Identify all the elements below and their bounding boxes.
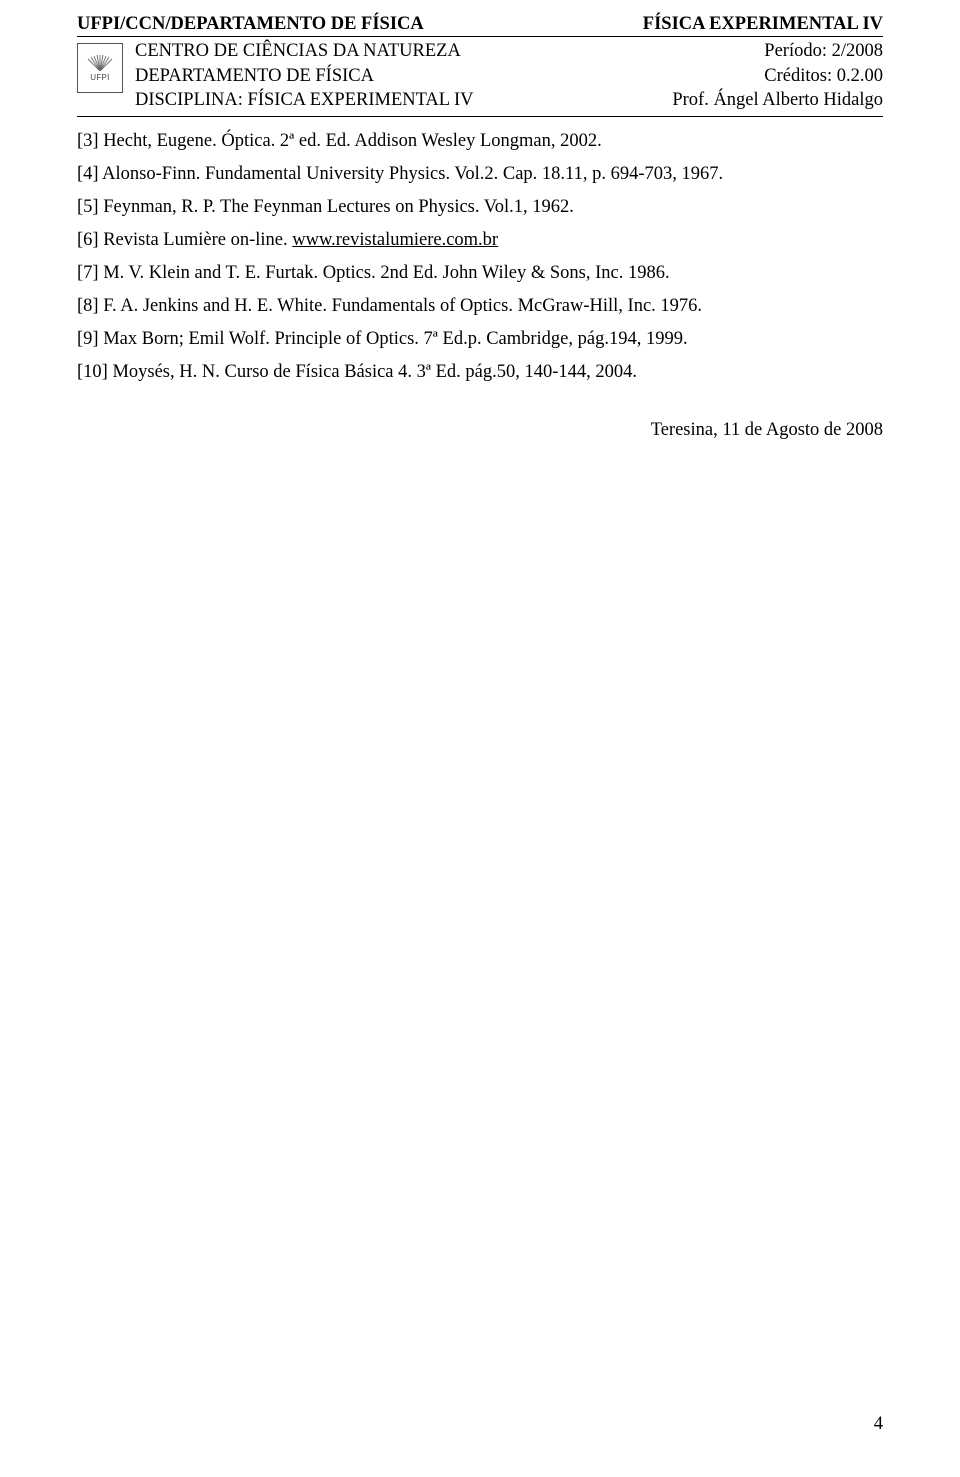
ref-10: [10] Moysés, H. N. Curso de Física Básic… — [77, 358, 883, 388]
ufpi-logo: UFPI — [77, 43, 123, 93]
header-row-1: CENTRO DE CIÊNCIAS DA NATUREZA Período: … — [135, 40, 883, 64]
header-top-right: FÍSICA EXPERIMENTAL IV — [643, 14, 883, 35]
header-row-1-right: Período: 2/2008 — [764, 40, 883, 64]
page-number: 4 — [874, 1414, 883, 1435]
ref-6-link[interactable]: www.revistalumiere.com.br — [292, 230, 498, 250]
ref-4: [4] Alonso-Finn. Fundamental University … — [77, 160, 883, 190]
header-row-3-right: Prof. Ángel Alberto Hidalgo — [672, 89, 883, 113]
header-mid: UFPI CENTRO DE CIÊNCIAS DA NATUREZA Perí… — [77, 37, 883, 117]
ref-7: [7] M. V. Klein and T. E. Furtak. Optics… — [77, 259, 883, 289]
header-row-3-left: DISCIPLINA: FÍSICA EXPERIMENTAL IV — [135, 89, 474, 113]
page: UFPI/CCN/DEPARTAMENTO DE FÍSICA FÍSICA E… — [0, 0, 960, 441]
ref-8: [8] F. A. Jenkins and H. E. White. Funda… — [77, 292, 883, 322]
header-row-2-right: Créditos: 0.2.00 — [764, 65, 883, 89]
ref-5: [5] Feynman, R. P. The Feynman Lectures … — [77, 193, 883, 223]
header-row-1-left: CENTRO DE CIÊNCIAS DA NATUREZA — [135, 40, 461, 64]
header-row-3: DISCIPLINA: FÍSICA EXPERIMENTAL IV Prof.… — [135, 89, 883, 113]
logo-label: UFPI — [90, 73, 109, 82]
header-top-row: UFPI/CCN/DEPARTAMENTO DE FÍSICA FÍSICA E… — [77, 14, 883, 37]
header-mid-text: CENTRO DE CIÊNCIAS DA NATUREZA Período: … — [135, 40, 883, 113]
header-row-2-left: DEPARTAMENTO DE FÍSICA — [135, 65, 374, 89]
ref-9: [9] Max Born; Emil Wolf. Principle of Op… — [77, 325, 883, 355]
sunburst-icon — [86, 55, 114, 71]
ref-6: [6] Revista Lumière on-line. www.revista… — [77, 226, 883, 256]
header-top-left: UFPI/CCN/DEPARTAMENTO DE FÍSICA — [77, 14, 424, 35]
ref-6-prefix: [6] Revista Lumière on-line. — [77, 230, 292, 250]
ref-3: [3] Hecht, Eugene. Óptica. 2ª ed. Ed. Ad… — [77, 127, 883, 157]
header-row-2: DEPARTAMENTO DE FÍSICA Créditos: 0.2.00 — [135, 65, 883, 89]
references-body: [3] Hecht, Eugene. Óptica. 2ª ed. Ed. Ad… — [77, 127, 883, 388]
signoff: Teresina, 11 de Agosto de 2008 — [77, 420, 883, 441]
